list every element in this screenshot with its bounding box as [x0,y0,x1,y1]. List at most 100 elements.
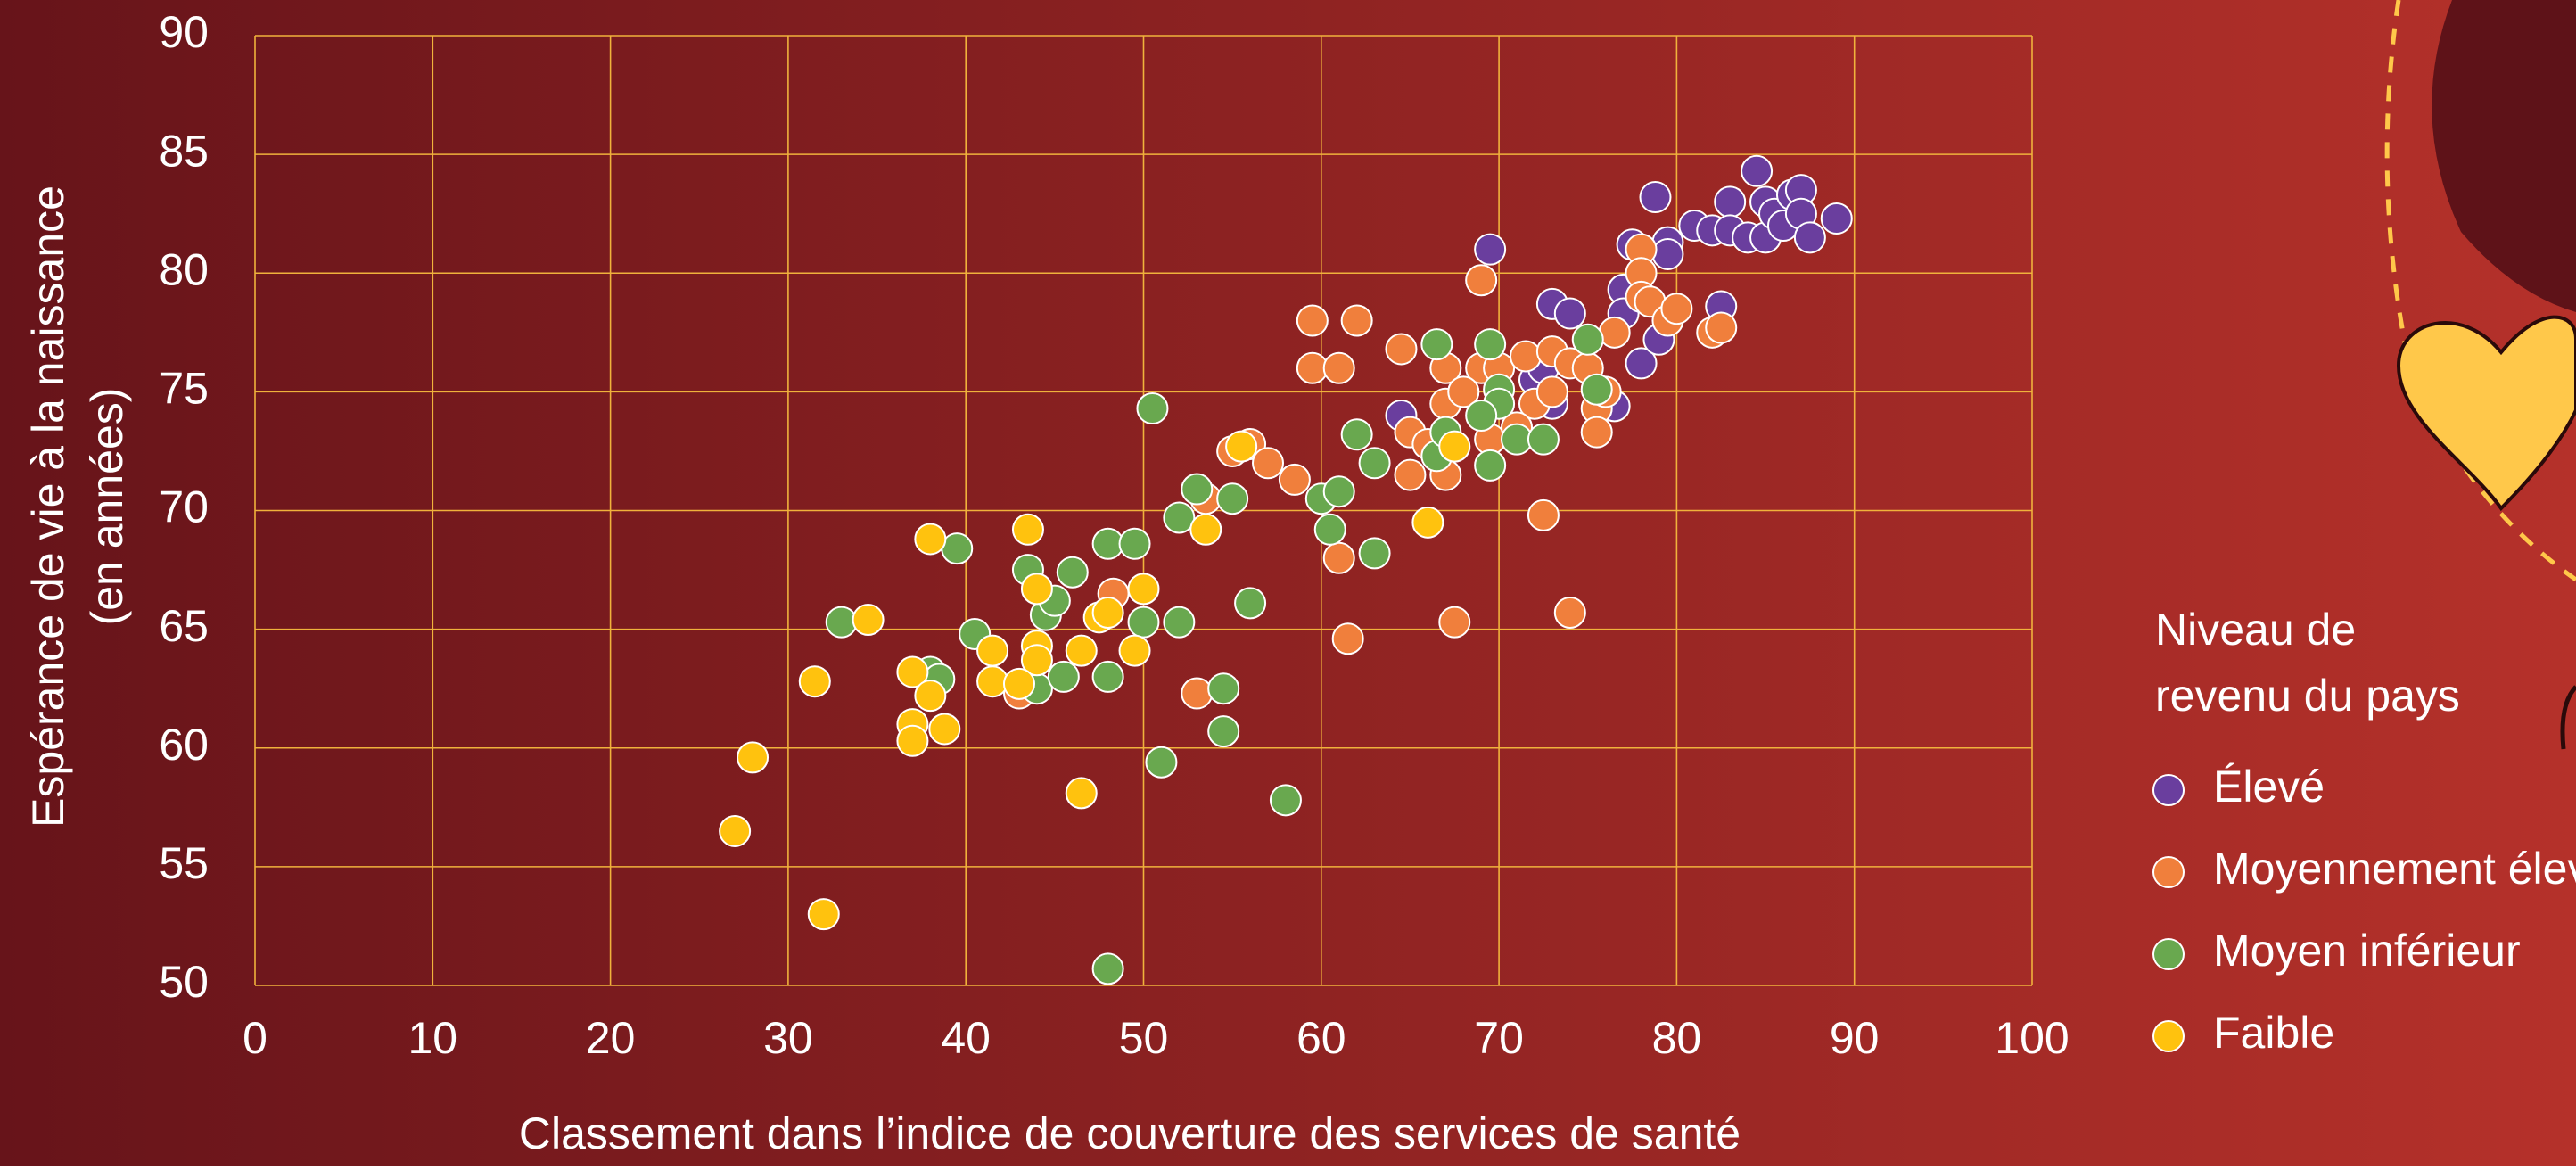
x-tick-label: 20 [586,1013,636,1063]
point [1127,606,1160,639]
point [1225,430,1258,463]
point [1553,596,1586,629]
x-axis-label: Classement dans l’indice de couverture d… [519,1108,1741,1158]
point [1385,333,1418,366]
point [914,680,947,713]
point [1011,513,1044,546]
legend-marker [2152,856,2185,888]
point [1465,264,1498,297]
point [1447,375,1480,408]
point [1438,606,1471,639]
point [976,634,1009,667]
point [1420,328,1453,361]
y-tick-label: 90 [159,7,209,57]
point [1553,297,1586,330]
point [1118,634,1151,667]
point [1639,181,1672,214]
point [1438,430,1471,463]
y-tick-label: 65 [159,601,209,651]
point [1340,304,1373,337]
legend-label: Moyennement élevé [2213,844,2576,894]
point [1091,660,1124,693]
legend-marker [2152,774,2185,806]
point [1598,316,1631,349]
decor-heart [2396,315,2576,512]
point [1216,482,1249,515]
legend-title: Niveau de [2155,605,2356,655]
point [896,724,929,757]
x-tick-label: 90 [1830,1013,1880,1063]
y-axis-label: (en années) [82,388,132,626]
point [1091,952,1124,985]
legend-marker [2152,938,2185,970]
point [1118,527,1151,560]
point [1181,473,1214,506]
x-tick-label: 0 [243,1013,267,1063]
y-tick-label: 85 [159,126,209,176]
point [852,603,885,636]
point [1207,715,1240,748]
legend-label: Faible [2213,1008,2334,1058]
x-tick-label: 10 [407,1013,457,1063]
point [914,523,947,556]
point [1065,634,1098,667]
legend-marker [2152,1020,2185,1052]
point [1394,458,1427,491]
point [1820,202,1853,235]
point [976,665,1009,698]
point [1163,501,1196,534]
point [1660,292,1693,325]
x-tick-label: 80 [1652,1013,1702,1063]
point [928,713,961,746]
point [1296,304,1329,337]
point [1252,447,1285,480]
point [1091,596,1124,629]
point [1020,573,1053,606]
point [798,665,831,698]
point [825,606,858,639]
point [1181,677,1214,710]
x-tick-label: 100 [1995,1013,2069,1063]
y-tick-label: 70 [159,482,209,532]
y-tick-label: 75 [159,364,209,414]
point [1136,392,1169,425]
point [1358,537,1391,570]
point [1465,400,1498,432]
y-axis-label: Espérance de vie à la naissance [23,185,73,828]
point [1793,221,1826,254]
point [1527,423,1560,456]
point [1278,463,1311,496]
point [1411,506,1444,539]
y-tick-label: 55 [159,838,209,888]
point [1580,373,1613,406]
decor-curve [2560,685,2576,750]
plot: 50 55 60 65 70 75 80 85 90 0 10 20 30 40 50 60 70 80 90 100 [159,7,2069,1063]
point [1322,475,1355,508]
point [1358,447,1391,480]
point [1331,622,1364,655]
point [1340,418,1373,451]
point [1065,777,1098,810]
point [1145,746,1178,779]
point [719,814,752,847]
x-tick-label: 70 [1474,1013,1524,1063]
point [1056,556,1089,589]
y-tick-label: 60 [159,720,209,770]
point [1651,237,1684,270]
point [1527,498,1560,531]
point [1020,644,1053,677]
point [1705,311,1738,344]
point [1625,347,1658,380]
point [1207,672,1240,705]
point [1580,416,1613,449]
point [807,898,840,931]
legend-label: Moyen inférieur [2213,926,2521,976]
point [1474,328,1507,361]
point [1535,375,1568,408]
point [1189,513,1222,546]
x-tick-label: 30 [763,1013,813,1063]
point [1474,449,1507,482]
point [1509,340,1542,373]
